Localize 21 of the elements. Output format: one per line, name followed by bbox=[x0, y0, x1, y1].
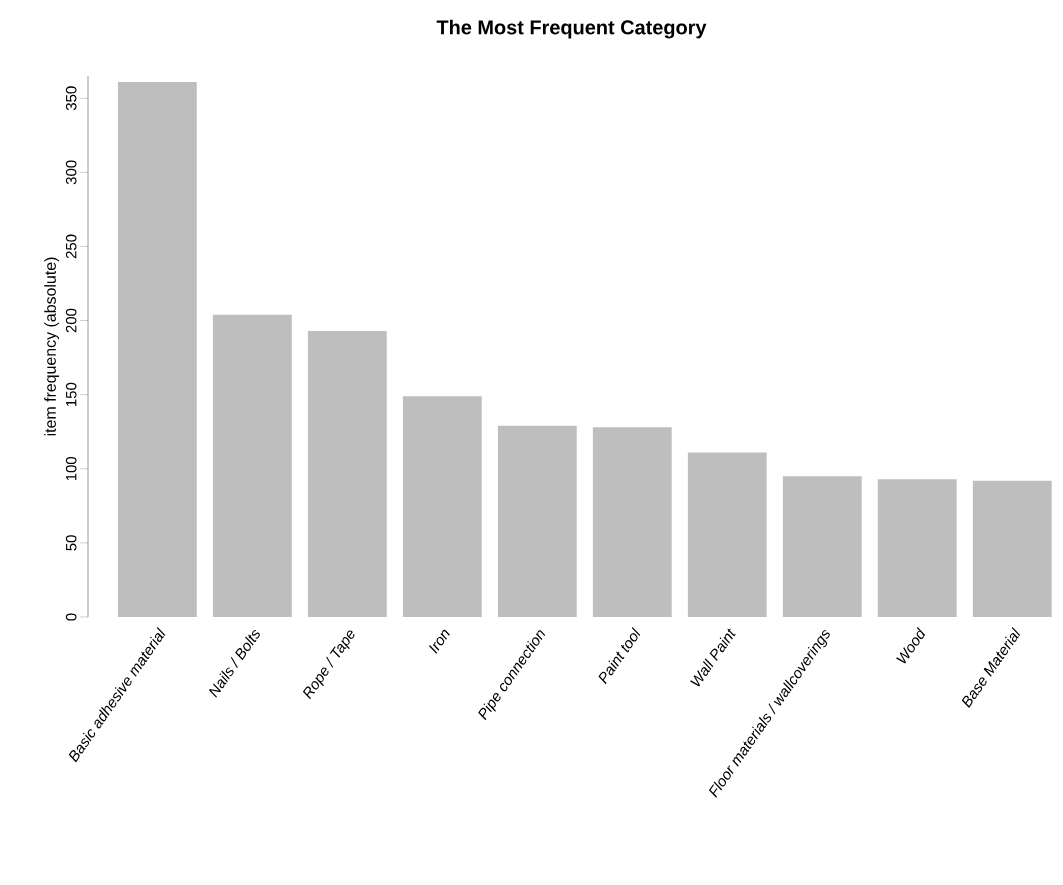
bar bbox=[782, 476, 862, 617]
bar bbox=[592, 427, 672, 617]
y-tick-label: 150 bbox=[65, 382, 77, 406]
y-tick-label: 200 bbox=[65, 308, 77, 333]
y-tick-label: 50 bbox=[65, 535, 77, 551]
bar bbox=[307, 330, 387, 617]
y-tick-label: 100 bbox=[65, 456, 77, 481]
chart-title: The Most Frequent Category bbox=[436, 19, 707, 39]
y-tick-label: 300 bbox=[65, 160, 77, 185]
bar bbox=[497, 425, 577, 617]
y-axis-title: item frequency (absolute) bbox=[44, 257, 60, 436]
y-tick-label: 250 bbox=[65, 234, 77, 259]
bar bbox=[877, 479, 957, 617]
x-tick-label: Iron bbox=[429, 629, 450, 654]
y-tick-label: 0 bbox=[65, 613, 77, 621]
bar bbox=[117, 81, 197, 617]
bar bbox=[687, 452, 767, 617]
bar bbox=[402, 396, 482, 617]
bar bbox=[972, 480, 1052, 617]
bar bbox=[212, 314, 292, 617]
y-tick-label: 350 bbox=[65, 86, 77, 111]
